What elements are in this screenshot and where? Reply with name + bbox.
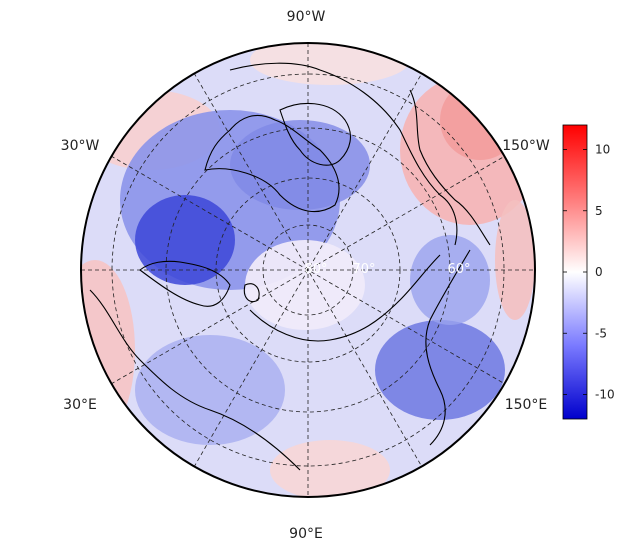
coastlines bbox=[89, 62, 491, 471]
warm-region-south bbox=[270, 440, 390, 497]
lat-label-60: 60° bbox=[447, 262, 470, 277]
cold-region-core bbox=[135, 195, 235, 285]
coast-europe bbox=[89, 289, 301, 471]
cold-region-canada bbox=[230, 120, 370, 210]
neutral-polar-cap bbox=[245, 240, 365, 330]
longitude-labels: 90°W 90°E 30°W 150°W 30°E 150°E bbox=[61, 9, 550, 542]
lon-label-lower-right: 150°E bbox=[505, 397, 548, 413]
lat-label-70: 70° bbox=[352, 262, 375, 277]
warm-region-east-rim bbox=[495, 200, 535, 320]
colorbar: 10 5 0 -5 -10 bbox=[562, 124, 615, 420]
coast-eurasia-north bbox=[249, 254, 441, 342]
colorbar-tick-label: -10 bbox=[595, 388, 615, 402]
cold-region-south-west bbox=[135, 335, 285, 445]
graticule bbox=[81, 43, 535, 497]
lon-label-top: 90°W bbox=[287, 9, 326, 25]
coast-greenland bbox=[204, 115, 340, 213]
map-border bbox=[80, 42, 536, 498]
lat-label-80: 80° bbox=[304, 262, 327, 277]
coast-scandinavia bbox=[139, 260, 231, 307]
lon-label-bottom: 90°E bbox=[289, 526, 323, 542]
colorbar-tick-label: -5 bbox=[595, 326, 607, 340]
colorbar-tick-label: 0 bbox=[595, 265, 603, 279]
lon-label-upper-right: 150°W bbox=[502, 138, 550, 154]
meridian-120 bbox=[193, 72, 423, 468]
coast-canada-islands bbox=[279, 102, 351, 166]
colorbar-tick-label: 10 bbox=[595, 143, 610, 157]
coast-svalbard bbox=[243, 283, 260, 303]
cold-region-siberia bbox=[375, 320, 505, 420]
warm-region-top bbox=[250, 43, 410, 85]
coast-alaska bbox=[409, 89, 491, 246]
colorbar-tick-label: 5 bbox=[595, 204, 603, 218]
colorbar-ticks: 10 5 0 -5 -10 bbox=[563, 143, 615, 402]
coast-siberia bbox=[425, 249, 471, 446]
lon-label-lower-left: 30°E bbox=[63, 397, 97, 413]
latitude-labels: 80° 70° 60° bbox=[304, 262, 470, 277]
coast-north-america bbox=[229, 62, 458, 246]
lon-label-upper-left: 30°W bbox=[61, 138, 100, 154]
